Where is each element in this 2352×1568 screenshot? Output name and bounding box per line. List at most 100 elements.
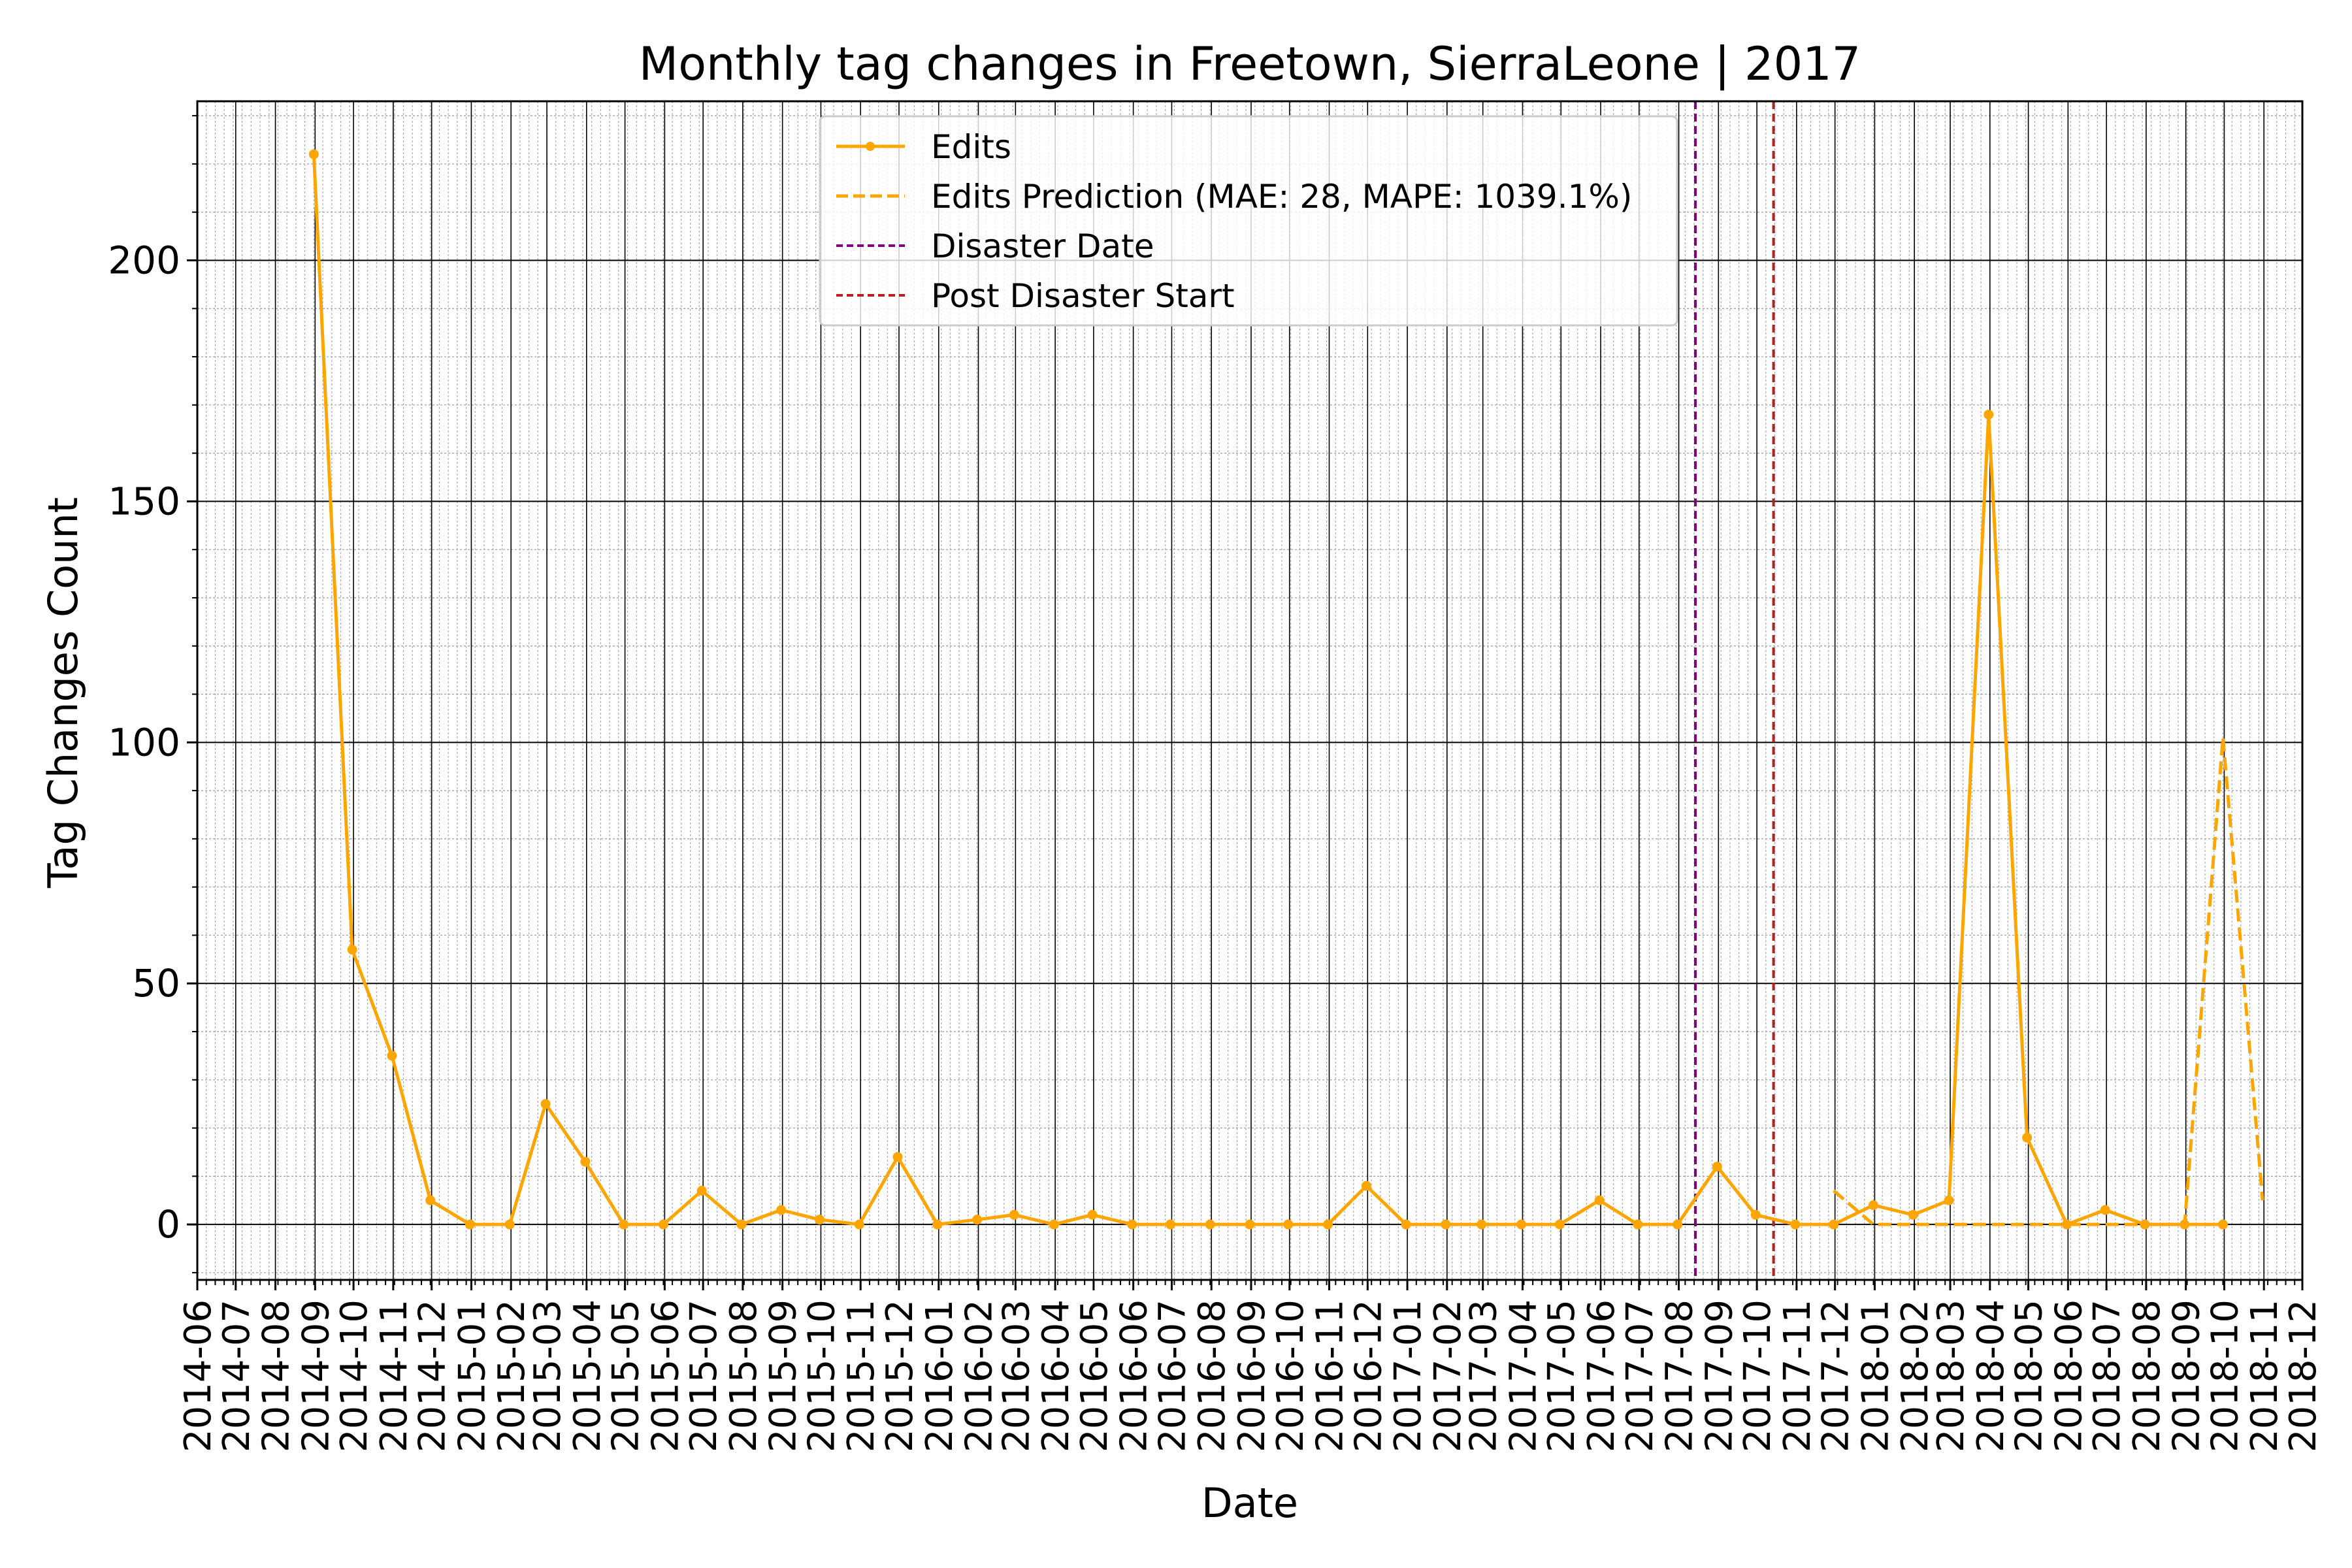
x-tick-label: 2015-04 xyxy=(566,1299,609,1452)
edits-data-point xyxy=(814,1215,825,1225)
x-tick-label: 2014-12 xyxy=(412,1299,454,1452)
edits-data-point xyxy=(1594,1195,1605,1205)
legend-box xyxy=(819,115,1678,327)
edits-data-point xyxy=(1633,1219,1643,1230)
x-tick-label: 2017-01 xyxy=(1387,1299,1429,1452)
edits-data-point xyxy=(1401,1219,1411,1230)
edits-data-point xyxy=(2180,1219,2190,1230)
edits-data-point xyxy=(504,1219,515,1230)
x-tick-label: 2018-01 xyxy=(1854,1299,1897,1452)
edits-data-point xyxy=(2061,1219,2072,1230)
x-tick-label: 2017-08 xyxy=(1659,1299,1701,1452)
x-tick-label: 2015-08 xyxy=(723,1299,765,1452)
prediction-series-line xyxy=(1833,736,2264,1226)
x-tick-label: 2015-11 xyxy=(840,1299,883,1452)
legend: Edits Edits Prediction (MAE: 28, MAPE: 1… xyxy=(819,115,1678,327)
edits-data-point xyxy=(2100,1205,2110,1215)
edits-data-point xyxy=(972,1215,983,1225)
series-layer xyxy=(308,149,2264,1230)
x-tick-label: 2015-03 xyxy=(527,1299,569,1452)
x-tick-label: 2018-07 xyxy=(2086,1299,2129,1452)
x-tick-label: 2017-11 xyxy=(1776,1299,1819,1452)
edits-data-point xyxy=(540,1099,551,1109)
edits-data-point xyxy=(347,945,357,955)
edits-data-point xyxy=(892,1152,903,1162)
x-tick-label: 2017-07 xyxy=(1619,1299,1661,1452)
x-tick-label: 2016-06 xyxy=(1113,1299,1156,1452)
edits-series-line xyxy=(312,154,2223,1226)
edits-data-point xyxy=(1087,1209,1098,1220)
x-tick-label: 2014-10 xyxy=(333,1299,376,1452)
edits-data-point xyxy=(308,149,319,159)
x-tick-label: 2016-03 xyxy=(995,1299,1037,1452)
edits-data-point xyxy=(1165,1219,1175,1230)
edits-data-point xyxy=(1283,1219,1294,1230)
x-tick-label: 2015-09 xyxy=(762,1299,805,1452)
x-tick-label: 2017-12 xyxy=(1815,1299,1857,1452)
x-tick-label: 2018-11 xyxy=(2244,1299,2286,1452)
edits-data-point xyxy=(1009,1209,1019,1220)
y-tick-label: 150 xyxy=(108,479,180,523)
x-tick-label: 2018-02 xyxy=(1894,1299,1936,1452)
x-tick-label: 2017-02 xyxy=(1427,1299,1469,1452)
y-tick-label: 100 xyxy=(108,720,180,764)
edits-data-point xyxy=(1554,1219,1565,1230)
legend-marker-edits xyxy=(866,142,875,151)
edits-data-point xyxy=(1516,1219,1526,1230)
edits-data-point xyxy=(658,1219,668,1230)
edits-data-point xyxy=(1944,1195,1954,1205)
edits-data-point xyxy=(2022,1132,2033,1143)
x-tick-label: 2015-10 xyxy=(800,1299,843,1452)
y-axis: 0 50 100 150 200 xyxy=(108,115,197,1273)
x-tick-label: 2015-06 xyxy=(644,1299,687,1452)
legend-label-edits: Edits xyxy=(931,128,1011,166)
x-tick-label: 2018-04 xyxy=(1970,1299,2012,1452)
x-tick-label: 2015-02 xyxy=(491,1299,533,1452)
y-tick-label: 200 xyxy=(108,238,180,282)
x-tick-label: 2016-01 xyxy=(919,1299,961,1452)
x-tick-label: 2018-05 xyxy=(2008,1299,2051,1452)
x-axis: 2014-062014-072014-082014-092014-102014-… xyxy=(177,1280,2325,1452)
x-tick-label: 2015-12 xyxy=(879,1299,921,1452)
x-tick-label: 2018-08 xyxy=(2126,1299,2168,1452)
edits-data-point xyxy=(696,1186,707,1196)
x-tick-label: 2018-09 xyxy=(2166,1299,2208,1452)
x-tick-label: 2015-01 xyxy=(451,1299,493,1452)
x-tick-label: 2014-11 xyxy=(373,1299,416,1452)
x-tick-label: 2016-07 xyxy=(1151,1299,1194,1452)
y-tick-label: 50 xyxy=(132,961,180,1005)
x-tick-label: 2014-06 xyxy=(177,1299,220,1452)
edits-data-point xyxy=(1790,1219,1801,1230)
x-tick-label: 2016-02 xyxy=(958,1299,1001,1452)
edits-data-point xyxy=(2217,1219,2228,1230)
edits-data-point xyxy=(425,1195,436,1205)
x-tick-label: 2017-09 xyxy=(1698,1299,1740,1452)
x-tick-label: 2016-12 xyxy=(1347,1299,1390,1452)
edits-data-point xyxy=(1908,1209,1918,1220)
legend-label-disaster-date: Disaster Date xyxy=(931,227,1154,265)
edits-data-point xyxy=(1750,1209,1761,1220)
edits-data-point xyxy=(1829,1219,1839,1230)
edits-data-point xyxy=(1868,1200,1878,1211)
reference-lines xyxy=(1694,101,1775,1280)
x-tick-label: 2016-10 xyxy=(1269,1299,1312,1452)
x-tick-label: 2016-05 xyxy=(1073,1299,1116,1452)
x-tick-label: 2017-05 xyxy=(1541,1299,1583,1452)
x-tick-label: 2018-12 xyxy=(2282,1299,2325,1452)
edits-data-point xyxy=(1477,1219,1487,1230)
edits-data-point xyxy=(580,1156,591,1167)
edits-data-point xyxy=(1673,1219,1683,1230)
x-tick-label: 2018-10 xyxy=(2204,1299,2246,1452)
edits-data-point xyxy=(1441,1219,1451,1230)
edits-data-point xyxy=(736,1219,747,1230)
x-tick-label: 2014-07 xyxy=(216,1299,258,1452)
x-tick-label: 2017-04 xyxy=(1502,1299,1544,1452)
edits-data-point xyxy=(854,1219,864,1230)
x-tick-label: 2015-07 xyxy=(683,1299,725,1452)
x-tick-label: 2016-09 xyxy=(1231,1299,1273,1452)
x-tick-label: 2014-08 xyxy=(255,1299,298,1452)
edits-data-point xyxy=(2140,1219,2150,1230)
x-tick-label: 2014-09 xyxy=(295,1299,337,1452)
x-tick-label: 2016-04 xyxy=(1035,1299,1077,1452)
